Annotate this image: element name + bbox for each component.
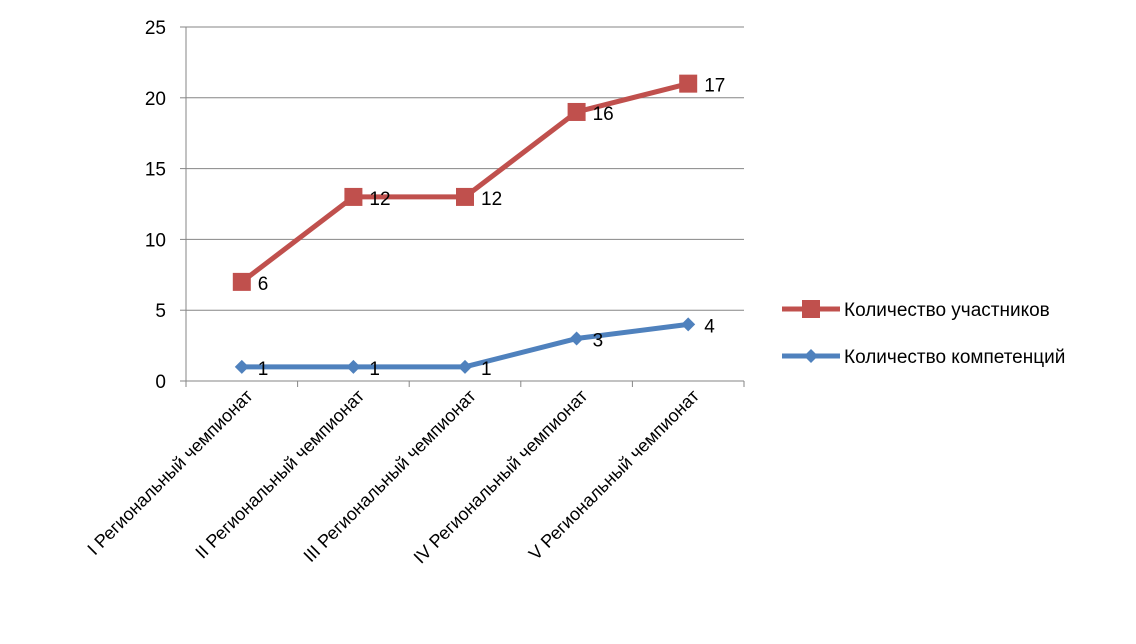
data-label: 17 bbox=[704, 76, 725, 97]
gridlines bbox=[186, 26, 744, 311]
y-tick-label: 0 bbox=[155, 372, 166, 393]
y-tick-labels: 0 5 10 15 20 25 bbox=[145, 18, 166, 393]
data-point-marker bbox=[346, 359, 361, 374]
y-tick-label: 25 bbox=[145, 18, 166, 39]
data-label: 12 bbox=[369, 189, 390, 210]
data-label: 12 bbox=[481, 189, 502, 210]
data-label: 1 bbox=[258, 359, 269, 380]
data-point-marker bbox=[679, 74, 698, 93]
y-tick-label: 20 bbox=[145, 89, 166, 110]
x-category-label: IV Региональный чемпионат bbox=[410, 386, 592, 568]
legend-item-1[interactable]: Количество участников bbox=[782, 300, 1050, 321]
legend-label: Количество компетенций bbox=[844, 347, 1065, 368]
data-point-marker bbox=[232, 272, 251, 291]
y-tick-label: 10 bbox=[145, 230, 166, 251]
data-point-marker bbox=[681, 317, 696, 332]
data-label: 4 bbox=[704, 316, 715, 337]
data-point-marker bbox=[456, 187, 474, 206]
data-label: 6 bbox=[258, 274, 269, 295]
y-tick-label: 5 bbox=[155, 301, 166, 322]
data-label: 1 bbox=[481, 359, 492, 380]
legend-item-2[interactable]: Количество компетенций bbox=[782, 347, 1065, 368]
series-group bbox=[232, 74, 698, 374]
data-point-marker bbox=[458, 359, 472, 374]
legend-label: Количество участников bbox=[844, 300, 1050, 321]
legend[interactable]: Количество участников Количество компетен… bbox=[782, 300, 1065, 368]
data-point-marker bbox=[234, 359, 249, 374]
y-tick-label: 15 bbox=[145, 160, 166, 181]
data-point-marker bbox=[567, 102, 586, 121]
series-line-1 bbox=[239, 81, 691, 285]
data-point-marker bbox=[344, 187, 363, 206]
data-label: 3 bbox=[593, 331, 604, 352]
data-labels: 6 12 12 16 17 1 1 1 3 4 bbox=[258, 76, 726, 380]
legend-marker-diamond bbox=[804, 349, 818, 363]
axes bbox=[180, 26, 745, 387]
data-label: 16 bbox=[593, 104, 614, 125]
data-label: 1 bbox=[369, 359, 380, 380]
data-point-marker bbox=[569, 331, 584, 346]
legend-marker-square bbox=[802, 300, 820, 318]
